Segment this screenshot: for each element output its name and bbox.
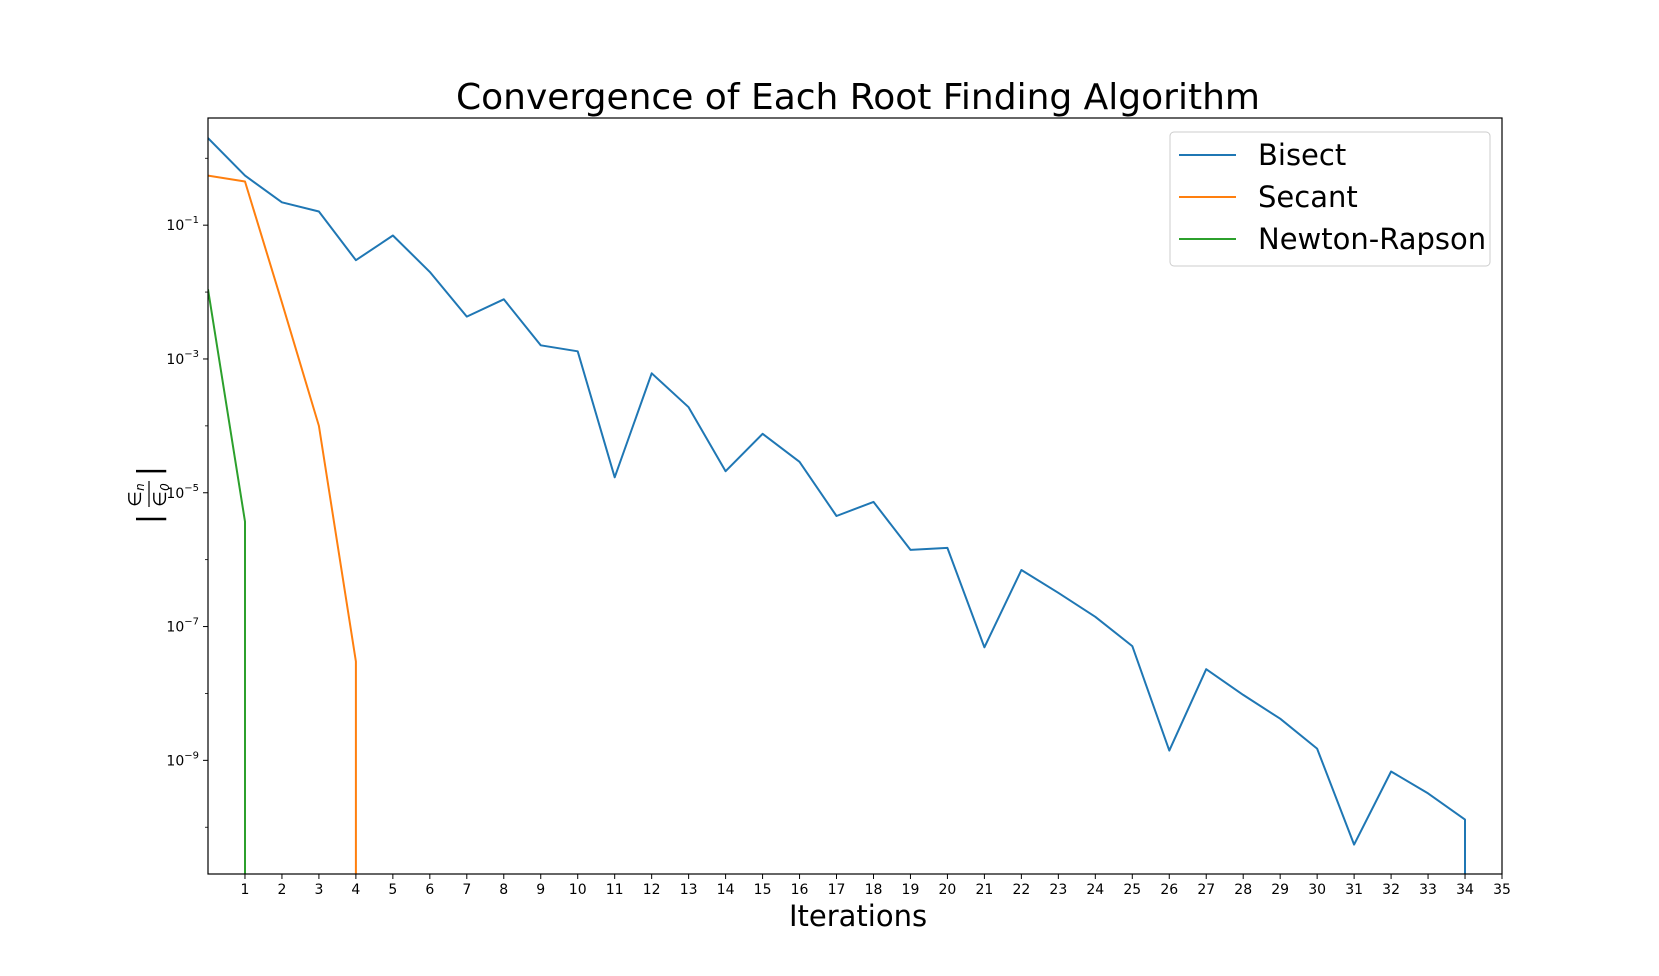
x-tick-label: 31 — [1345, 882, 1363, 898]
x-tick-label: 25 — [1123, 882, 1141, 898]
plot-area — [207, 117, 1503, 875]
y-tick-label: 10−1 — [166, 215, 199, 234]
y-axis-ticks: 10−1 10−3 10−5 10−7 10−9 — [166, 157, 208, 828]
legend-label: Bisect — [1258, 138, 1346, 172]
x-tick-label: 2 — [277, 882, 286, 898]
y-tick-label: 10−7 — [166, 617, 199, 636]
y-tick-label: 10−9 — [166, 750, 199, 769]
x-tick-label: 13 — [680, 882, 698, 898]
x-tick-label: 11 — [606, 882, 624, 898]
y-label-bar-left: | — [132, 514, 167, 524]
x-tick-label: 33 — [1419, 882, 1437, 898]
x-tick-label: 26 — [1160, 882, 1178, 898]
x-tick-label: 6 — [425, 882, 434, 898]
x-tick-label: 14 — [717, 882, 735, 898]
x-tick-label: 23 — [1049, 882, 1067, 898]
x-tick-label: 35 — [1493, 882, 1511, 898]
y-label-bar-right: | — [132, 466, 167, 476]
series-lines — [208, 137, 1466, 874]
legend: Bisect Secant Newton-Rapson — [1169, 131, 1491, 267]
x-tick-label: 27 — [1197, 882, 1215, 898]
series-line-bisect — [208, 137, 1466, 874]
x-tick-label: 5 — [388, 882, 397, 898]
x-tick-label: 3 — [314, 882, 323, 898]
x-tick-label: 7 — [462, 882, 471, 898]
x-tick-label: 16 — [791, 882, 809, 898]
y-label-denominator-sub: 0 — [158, 483, 172, 491]
x-tick-label: 18 — [865, 882, 883, 898]
y-label-numerator: ∈ — [125, 491, 146, 507]
x-tick-label: 19 — [902, 882, 920, 898]
x-tick-label: 32 — [1382, 882, 1400, 898]
x-tick-label: 9 — [536, 882, 545, 898]
y-tick-label: 10−5 — [166, 483, 199, 502]
x-tick-label: 4 — [351, 882, 360, 898]
y-tick-label: 10−3 — [166, 349, 199, 368]
legend-label: Secant — [1258, 180, 1358, 214]
x-tick-label: 22 — [1012, 882, 1030, 898]
x-tick-label: 10 — [569, 882, 587, 898]
legend-frame — [1169, 131, 1491, 267]
series-line-newton-rapson — [208, 289, 246, 874]
y-label-numerator-sub: n — [133, 483, 147, 491]
y-label-denominator: ∈ — [150, 491, 171, 507]
x-tick-label: 8 — [499, 882, 508, 898]
x-tick-label: 15 — [754, 882, 772, 898]
x-tick-label: 29 — [1271, 882, 1289, 898]
x-tick-label: 21 — [975, 882, 993, 898]
x-tick-label: 30 — [1308, 882, 1326, 898]
x-tick-label: 12 — [643, 882, 661, 898]
x-tick-label: 17 — [828, 882, 846, 898]
y-axis-label: | ∈ n ∈ 0 | — [125, 466, 172, 524]
x-tick-label: 20 — [939, 882, 957, 898]
chart-title: Convergence of Each Root Finding Algorit… — [456, 77, 1260, 118]
x-tick-label: 24 — [1086, 882, 1104, 898]
x-axis-ticks: 1 2 3 4 5 6 7 8 9 10 11 12 13 14 15 16 17 18 19 20 21 22 23 24 2… — [241, 874, 1511, 898]
x-tick-label: 28 — [1234, 882, 1252, 898]
x-tick-label: 34 — [1456, 882, 1474, 898]
x-tick-label: 1 — [241, 882, 250, 898]
series-line-secant — [208, 174, 357, 874]
x-axis-label: Iterations — [789, 899, 927, 933]
legend-label: Newton-Rapson — [1258, 222, 1486, 256]
plot-frame — [207, 117, 1503, 875]
